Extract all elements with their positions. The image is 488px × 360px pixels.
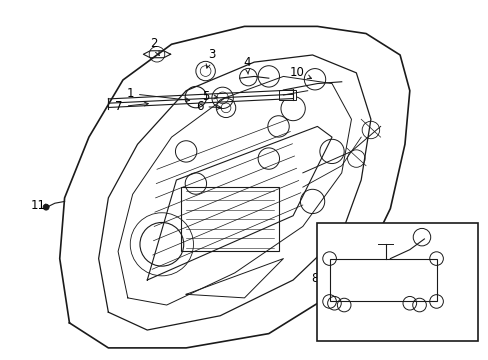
Text: 6: 6 [196,100,221,113]
Text: 11: 11 [30,198,49,212]
Bar [317,223,477,341]
Text: 3: 3 [206,48,215,68]
Text: 9: 9 [386,231,412,244]
Text: 10: 10 [289,66,311,78]
Text: 5: 5 [202,90,217,103]
Bar [329,258,436,301]
Text: 4: 4 [243,55,250,74]
Text: 8: 8 [311,272,337,285]
Bar [278,90,295,100]
Text: 1: 1 [126,87,189,102]
Circle shape [43,204,49,210]
Text: 2: 2 [149,37,159,55]
Text: 7: 7 [115,100,148,113]
